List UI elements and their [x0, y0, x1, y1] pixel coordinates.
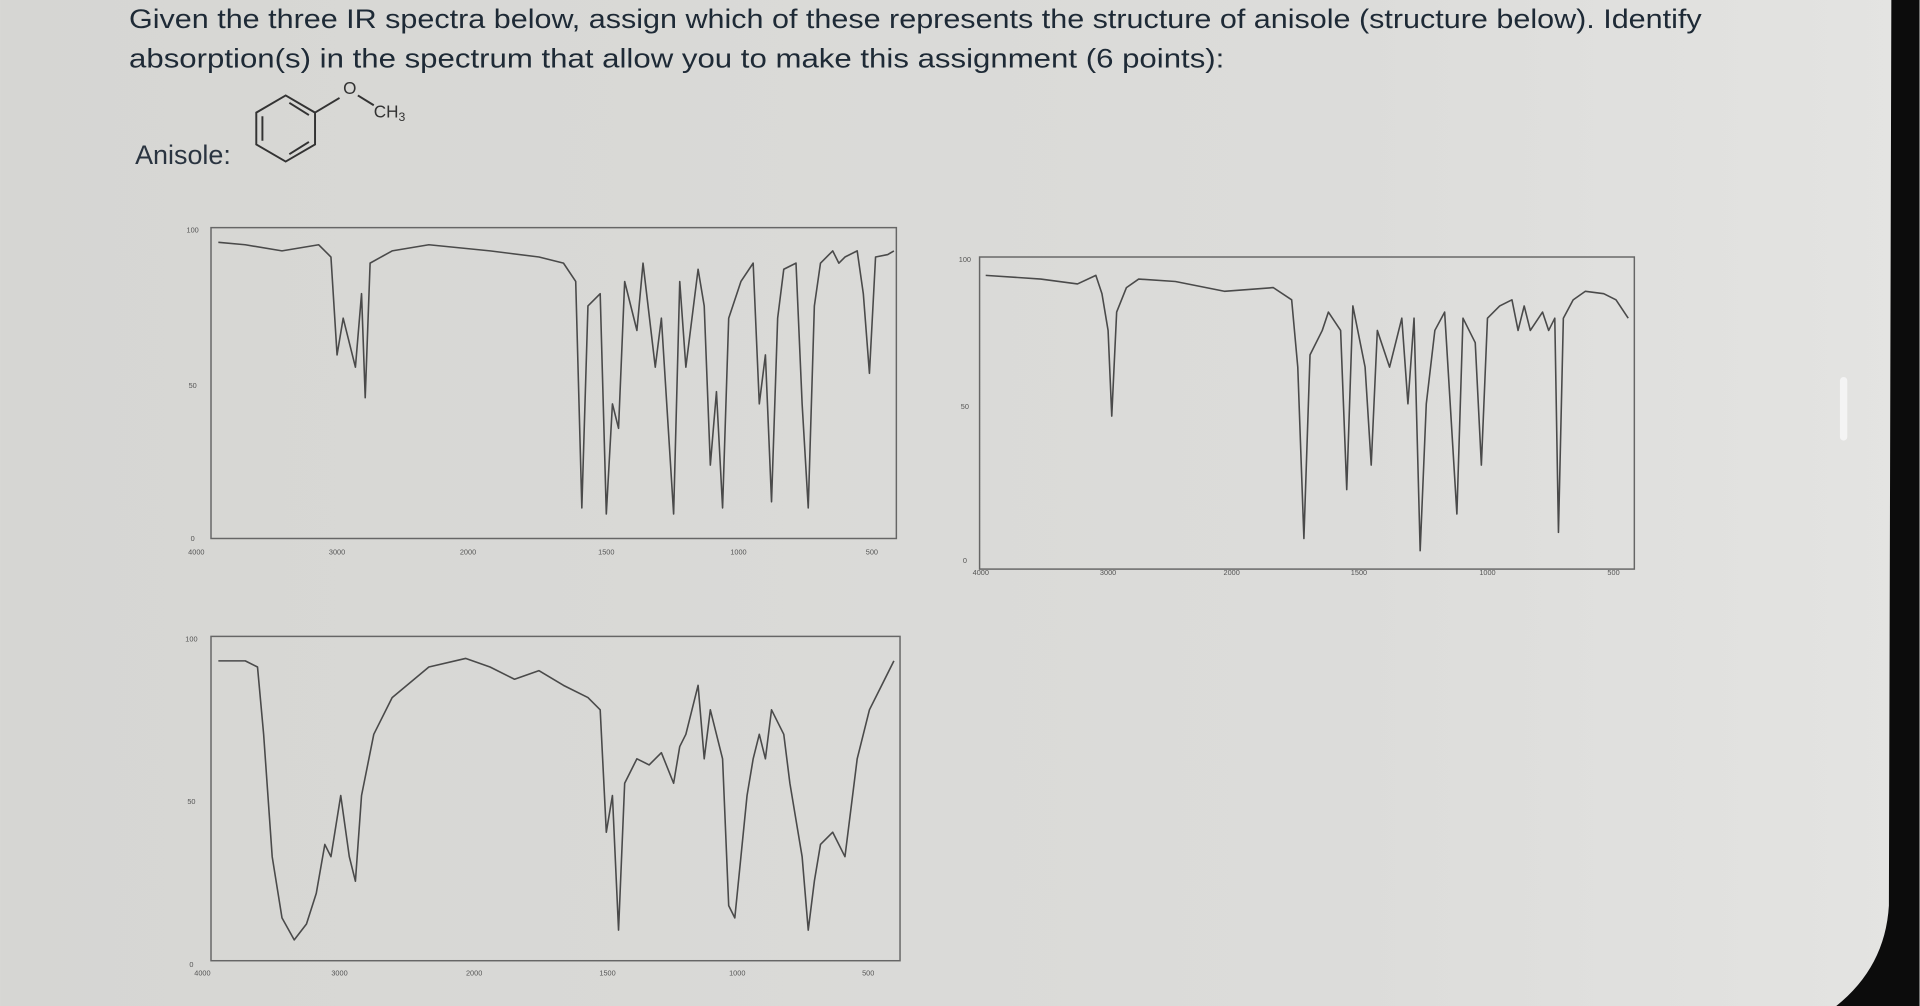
- x-tick-label: 1000: [1479, 568, 1495, 577]
- x-tick-label: 1500: [599, 968, 615, 977]
- methyl-text: CH: [374, 101, 399, 121]
- x-tick-label: 1000: [729, 968, 745, 977]
- methyl-subscript: 3: [399, 110, 406, 124]
- y-tick-label: 100: [185, 634, 197, 643]
- scrollbar: [1839, 376, 1848, 441]
- y-tick-label: 50: [189, 381, 197, 390]
- y-tick-label: 100: [959, 255, 971, 264]
- x-tick-label: 3000: [329, 547, 345, 556]
- spectrum-trace: [218, 241, 895, 515]
- x-tick-label: 4000: [194, 968, 210, 977]
- molecule-label: Anisole:: [135, 140, 231, 170]
- methyl-group: CH3: [374, 101, 406, 124]
- spectrum-1: [210, 226, 898, 540]
- x-tick-label: 500: [866, 547, 878, 556]
- y-tick-label: 0: [191, 534, 195, 543]
- question-line: absorption(s) in the spectrum that allow…: [129, 43, 1224, 73]
- x-tick-label: 1500: [1351, 568, 1367, 577]
- x-tick-label: 1000: [730, 547, 746, 556]
- question-line: Given the three IR spectra below, assign…: [129, 4, 1702, 34]
- x-tick-label: 1500: [598, 547, 614, 556]
- x-tick-label: 3000: [1100, 568, 1116, 577]
- oxygen-atom: O: [343, 78, 356, 98]
- x-tick-label: 2000: [466, 968, 482, 977]
- x-tick-label: 2000: [1224, 568, 1240, 577]
- spectrum-3: [210, 635, 901, 962]
- x-tick-label: 3000: [331, 968, 347, 977]
- spectrum-trace: [985, 274, 1629, 552]
- y-tick-label: 0: [963, 556, 967, 565]
- spectrum-2: [978, 256, 1636, 570]
- x-tick-label: 500: [1607, 568, 1619, 577]
- spectrum-frame: [210, 226, 898, 540]
- y-tick-label: 50: [961, 402, 969, 411]
- y-tick-label: 0: [189, 960, 193, 969]
- x-tick-label: 4000: [188, 547, 204, 556]
- spectrum-frame: [210, 635, 901, 962]
- x-tick-label: 2000: [460, 547, 476, 556]
- spectrum-trace: [218, 657, 895, 941]
- screen-bezel: [1836, 0, 1920, 1006]
- x-tick-label: 4000: [973, 568, 989, 577]
- x-tick-label: 500: [862, 968, 874, 977]
- spectrum-frame: [978, 256, 1636, 570]
- y-tick-label: 50: [187, 797, 195, 806]
- benzene-ring: [255, 94, 375, 163]
- y-tick-label: 100: [187, 226, 199, 235]
